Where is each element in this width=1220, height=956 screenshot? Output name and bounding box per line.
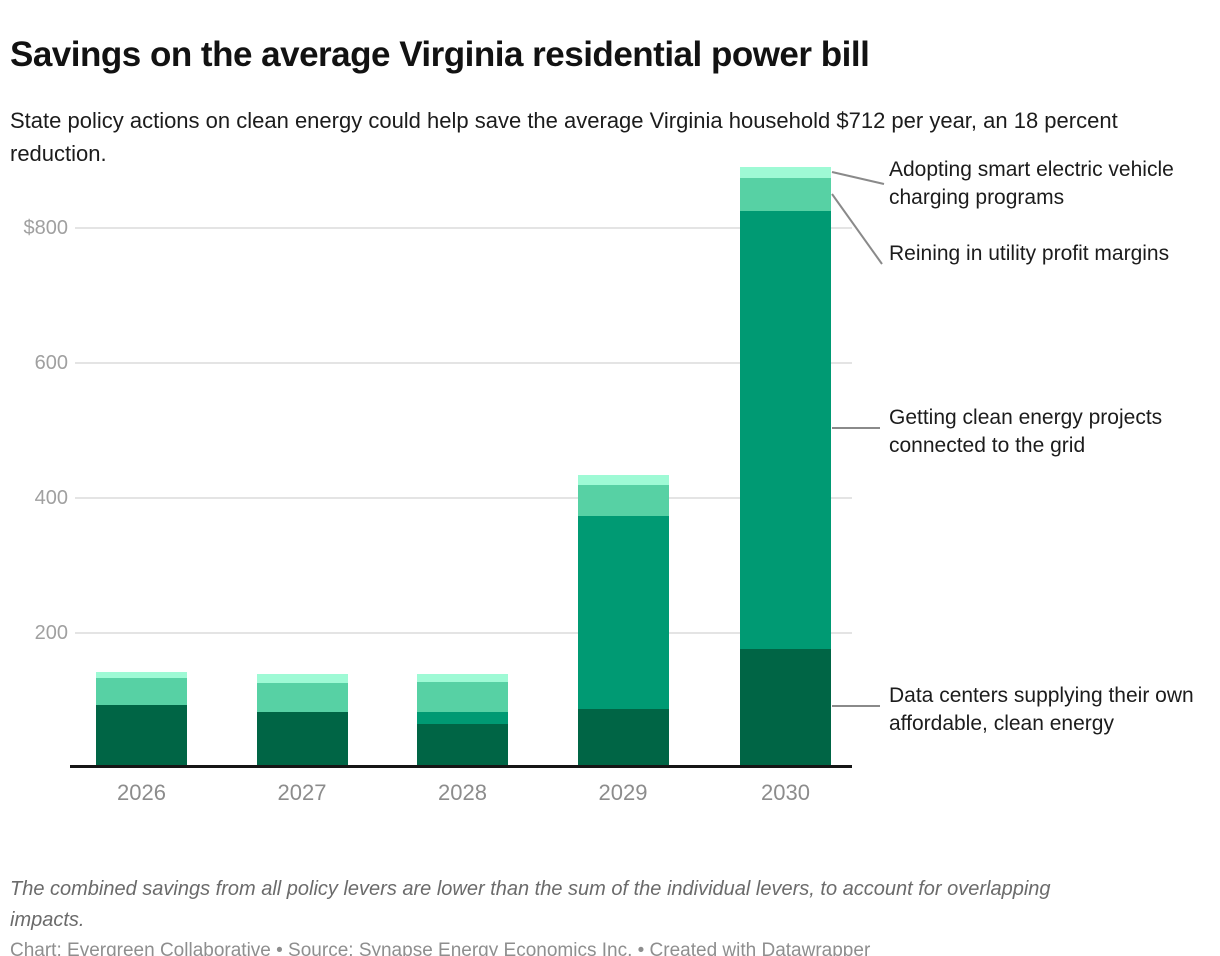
annotation-ev-charging: Adopting smart electric vehicle charging… [889,158,1174,209]
x-tick-label-2028: 2028 [438,780,487,805]
bar-segment[interactable] [417,673,508,682]
annotation-grid-connection: Getting clean energy projects connected … [889,406,1163,457]
y-tick-label-600: 600 [34,351,68,374]
chart-footnote: The combined savings from all policy lev… [10,878,1051,931]
gridline-800 [75,226,852,229]
x-tick-label-2026: 2026 [117,780,166,805]
gridline-400 [75,496,852,499]
bar-segment[interactable] [740,211,831,649]
bar-segment[interactable] [96,671,187,678]
bar-segment[interactable] [740,648,831,768]
annotation-data-centers: Data centers supplying their own afforda… [889,684,1194,735]
bar-segment[interactable] [577,708,669,768]
bar-segment[interactable] [96,677,187,705]
bar-segment[interactable] [740,178,831,212]
y-tick-label-800: $800 [23,216,69,239]
bar-segment[interactable] [417,723,508,768]
annotation-profit-margins: Reining in utility profit margins [889,242,1170,265]
connector-line-profit-margins [831,193,883,265]
bar-segment[interactable] [256,674,348,684]
bar-segment[interactable] [256,683,348,712]
x-tick-label-2029: 2029 [598,780,648,805]
bar-segment[interactable] [577,484,669,516]
x-tick-label-2027: 2027 [277,780,327,805]
gridline-200 [75,631,852,634]
bar-segment[interactable] [577,474,669,485]
x-tick-label-2030: 2030 [761,780,810,805]
y-tick-label-200: 200 [34,621,68,644]
gridline-600 [75,361,852,364]
bar-segment[interactable] [96,704,187,768]
bar-segment[interactable] [740,167,831,179]
chart-title: Savings on the average Virginia resident… [10,35,870,75]
bar-segment[interactable] [577,515,669,709]
y-tick-label-400: 400 [34,486,68,509]
bar-segment[interactable] [417,711,508,724]
x-axis-line [70,765,852,768]
chart-credits: Chart: Evergreen Collaborative • Source:… [10,940,871,956]
connector-line-ev-charging [831,171,885,185]
chart-subtitle: State policy actions on clean energy cou… [10,108,1118,166]
bar-segment[interactable] [417,681,508,712]
bar-segment[interactable] [256,711,348,768]
